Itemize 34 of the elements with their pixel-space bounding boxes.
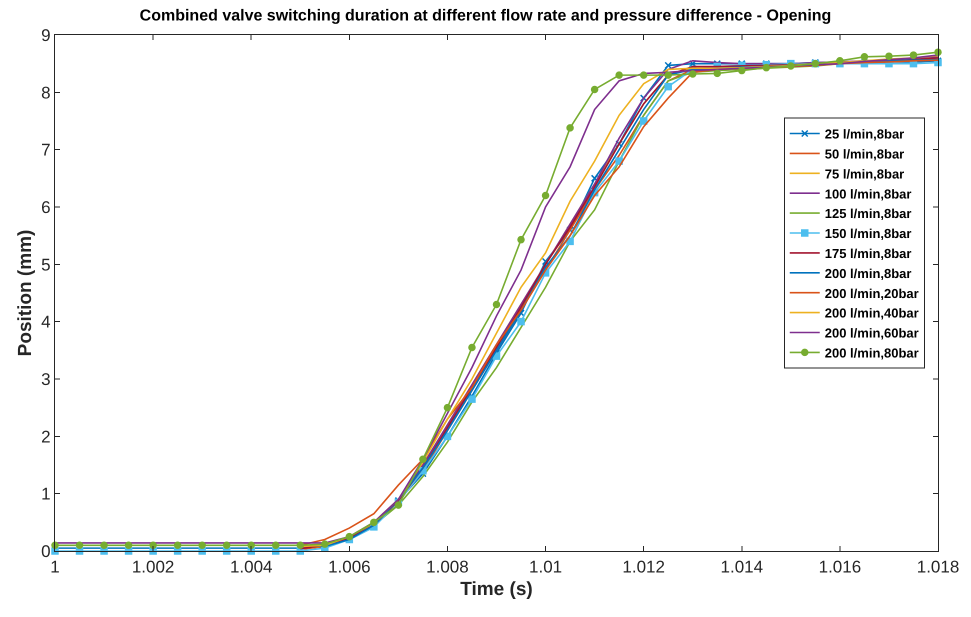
y-tick-label: 0 bbox=[41, 542, 51, 561]
y-tick-label: 3 bbox=[41, 370, 51, 389]
legend-label: 200 l/min,20bar bbox=[824, 286, 919, 301]
y-tick-label: 5 bbox=[41, 255, 51, 274]
y-tick-label: 6 bbox=[41, 198, 51, 217]
legend-label: 75 l/min,8bar bbox=[824, 166, 904, 182]
legend-label: 150 l/min,8bar bbox=[824, 226, 912, 242]
legend-label: 25 l/min,8bar bbox=[824, 126, 904, 142]
x-tick-label: 1.012 bbox=[622, 557, 665, 576]
y-tick-label: 8 bbox=[41, 83, 51, 102]
x-tick-label: 1.018 bbox=[916, 557, 960, 576]
x-tick-label: 1.016 bbox=[818, 557, 862, 576]
x-axis-title: Time (s) bbox=[460, 579, 533, 600]
x-tick-label: 1.01 bbox=[529, 557, 562, 576]
y-tick-label: 9 bbox=[41, 26, 51, 45]
y-tick-label: 4 bbox=[41, 312, 51, 332]
x-tick-label: 1.002 bbox=[132, 557, 174, 576]
chart-title: Combined valve switching duration at different flow rate and pressure difference - Opening bbox=[140, 7, 832, 24]
legend-label: 175 l/min,8bar bbox=[824, 246, 912, 261]
legend-label: 200 l/min,60bar bbox=[824, 326, 919, 341]
y-axis-title: Position (mm) bbox=[14, 230, 36, 356]
y-tick-label: 1 bbox=[41, 484, 51, 504]
x-tick-label: 1.006 bbox=[328, 557, 371, 576]
legend-label: 200 l/min,80bar bbox=[824, 345, 919, 360]
legend-label: 200 l/min,40bar bbox=[824, 306, 919, 321]
x-tick-label: 1.004 bbox=[230, 557, 272, 576]
legend-label: 200 l/min,8bar bbox=[824, 266, 912, 281]
legend-label: 125 l/min,8bar bbox=[824, 206, 912, 222]
y-tick-label: 2 bbox=[41, 427, 51, 446]
y-tick-label: 7 bbox=[41, 140, 51, 160]
x-tick-label: 1.008 bbox=[426, 557, 469, 576]
legend-label: 100 l/min,8bar bbox=[824, 186, 912, 202]
legend-label: 50 l/min,8bar bbox=[824, 146, 904, 162]
x-tick-label: 1.014 bbox=[720, 557, 764, 576]
